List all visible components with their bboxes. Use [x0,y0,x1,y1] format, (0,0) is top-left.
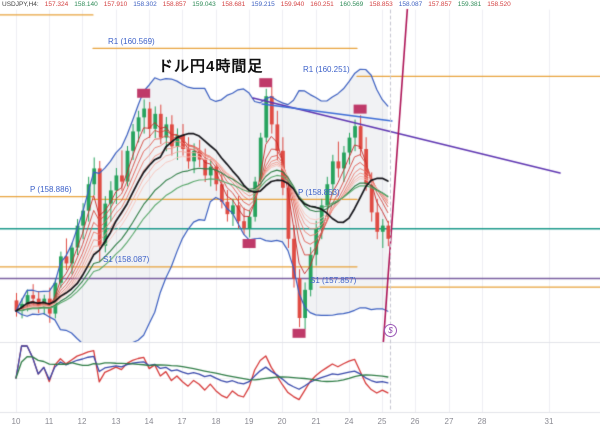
indicator-value: 158.853 [369,1,393,8]
indicator-values-row: USDJPY,H4: 157.324 158.140 157.910 158.302 15… [2,0,598,9]
indicator-value: 157.324 [44,1,69,8]
indicator-value: 157.857 [428,1,452,8]
indicator-value: 158.681 [221,1,246,8]
indicator-value: 159.940 [280,1,305,8]
indicator-value: 158.140 [74,1,98,8]
indicator-value: 159.043 [192,1,216,8]
indicator-value: 157.910 [103,1,128,8]
indicator-value: 160.569 [339,1,364,8]
indicator-value: USDJPY,H4: [2,1,39,8]
indicator-value: 160.251 [310,1,334,8]
indicator-value: 158.087 [398,1,423,8]
indicator-value: 159.215 [251,1,275,8]
indicator-value: 158.302 [133,1,157,8]
indicator-value: 158.857 [162,1,187,8]
indicator-value: 158.520 [487,1,511,8]
indicator-value: 159.381 [457,1,482,8]
